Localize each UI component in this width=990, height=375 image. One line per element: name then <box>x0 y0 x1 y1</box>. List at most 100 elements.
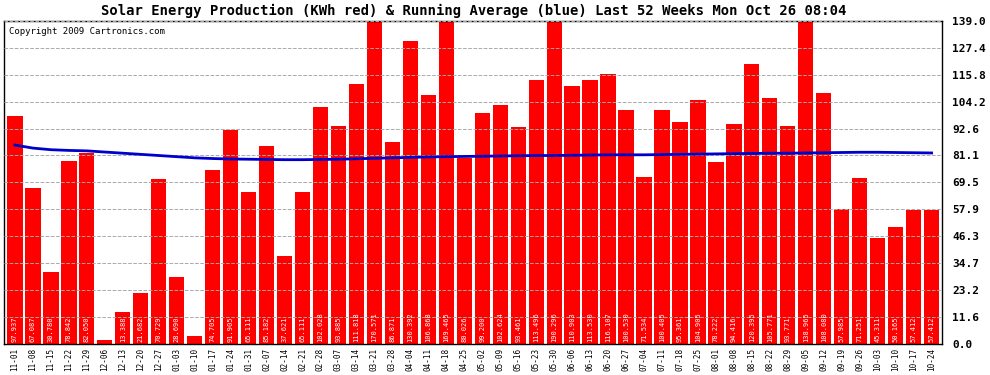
Bar <box>564 86 580 344</box>
Bar <box>870 238 885 344</box>
Bar <box>798 21 814 344</box>
Text: Copyright 2009 Cartronics.com: Copyright 2009 Cartronics.com <box>9 27 164 36</box>
Bar <box>44 272 58 344</box>
Bar <box>241 192 256 344</box>
Bar <box>169 277 184 344</box>
Text: 113.530: 113.530 <box>587 313 593 342</box>
Text: 57.985: 57.985 <box>839 317 844 342</box>
Text: 108.080: 108.080 <box>821 313 827 342</box>
Text: 102.028: 102.028 <box>318 313 324 342</box>
Bar <box>888 227 903 344</box>
Text: 93.461: 93.461 <box>515 317 521 342</box>
Text: 91.905: 91.905 <box>228 317 234 342</box>
Text: 102.624: 102.624 <box>497 313 503 342</box>
Bar <box>529 80 544 344</box>
Bar <box>511 127 526 344</box>
Bar <box>906 210 922 344</box>
Bar <box>744 64 759 344</box>
Bar <box>331 126 346 344</box>
Bar <box>816 93 832 344</box>
Bar <box>762 98 777 344</box>
Text: 74.705: 74.705 <box>210 317 216 342</box>
Bar <box>348 84 364 344</box>
Text: 100.530: 100.530 <box>623 313 629 342</box>
Bar <box>26 188 41 344</box>
Text: 85.182: 85.182 <box>263 317 269 342</box>
Text: 13.388: 13.388 <box>120 317 126 342</box>
Text: 65.111: 65.111 <box>300 317 306 342</box>
Bar <box>295 192 310 344</box>
Bar <box>619 110 634 344</box>
Bar <box>97 340 113 344</box>
Bar <box>439 0 454 344</box>
Title: Solar Energy Production (KWh red) & Running Average (blue) Last 52 Weeks Mon Oct: Solar Energy Production (KWh red) & Runn… <box>101 4 845 18</box>
Text: 93.885: 93.885 <box>336 317 342 342</box>
Text: 190.296: 190.296 <box>551 313 557 342</box>
Text: 86.871: 86.871 <box>389 317 395 342</box>
Bar <box>205 170 221 344</box>
Text: 28.690: 28.690 <box>173 317 180 342</box>
Text: 78.842: 78.842 <box>66 317 72 342</box>
Bar <box>223 130 239 344</box>
Text: 57.412: 57.412 <box>911 317 917 342</box>
Bar <box>79 153 94 344</box>
Bar <box>546 0 561 344</box>
Text: 21.682: 21.682 <box>138 317 144 342</box>
Bar <box>852 178 867 344</box>
Text: 94.416: 94.416 <box>731 317 737 342</box>
Text: 45.311: 45.311 <box>874 317 881 342</box>
Bar <box>600 74 616 344</box>
Bar <box>115 312 131 344</box>
Text: 30.780: 30.780 <box>48 317 53 342</box>
Bar <box>690 100 706 344</box>
Bar <box>277 256 292 344</box>
Text: 169.465: 169.465 <box>444 313 449 342</box>
Text: 170.571: 170.571 <box>371 313 377 342</box>
Bar <box>385 142 400 344</box>
Bar <box>403 41 418 344</box>
Text: 120.395: 120.395 <box>748 313 754 342</box>
Bar <box>834 209 849 344</box>
Text: 37.621: 37.621 <box>281 317 287 342</box>
Bar <box>133 293 148 344</box>
Bar <box>456 158 472 344</box>
Text: 111.818: 111.818 <box>353 313 359 342</box>
Text: 80.026: 80.026 <box>461 317 467 342</box>
Bar <box>493 105 508 344</box>
Text: 113.496: 113.496 <box>534 313 540 342</box>
Text: 106.868: 106.868 <box>426 313 432 342</box>
Text: 138.965: 138.965 <box>803 313 809 342</box>
Text: 78.222: 78.222 <box>713 317 719 342</box>
Text: 104.905: 104.905 <box>695 313 701 342</box>
Bar <box>151 179 166 344</box>
Bar <box>474 113 490 344</box>
Bar <box>187 336 202 344</box>
Text: 82.050: 82.050 <box>84 317 90 342</box>
Bar <box>259 146 274 344</box>
Text: 105.771: 105.771 <box>767 313 773 342</box>
Text: 67.087: 67.087 <box>30 317 36 342</box>
Bar <box>61 160 76 344</box>
Text: 95.361: 95.361 <box>677 317 683 342</box>
Bar <box>924 210 940 344</box>
Bar <box>7 116 23 344</box>
Text: 116.107: 116.107 <box>605 313 611 342</box>
Bar <box>727 124 742 344</box>
Bar <box>672 122 688 344</box>
Text: 71.251: 71.251 <box>856 317 862 342</box>
Bar <box>780 126 795 344</box>
Text: 57.412: 57.412 <box>929 317 935 342</box>
Bar <box>654 111 669 344</box>
Text: 130.392: 130.392 <box>407 313 414 342</box>
Text: 100.405: 100.405 <box>659 313 665 342</box>
Bar <box>313 107 328 344</box>
Bar <box>637 177 651 344</box>
Text: 93.771: 93.771 <box>785 317 791 342</box>
Text: 50.165: 50.165 <box>893 317 899 342</box>
Text: 65.111: 65.111 <box>246 317 251 342</box>
Text: 99.200: 99.200 <box>479 317 485 342</box>
Bar <box>582 80 598 344</box>
Bar <box>366 0 382 344</box>
Text: 70.729: 70.729 <box>155 317 161 342</box>
Bar <box>708 162 724 344</box>
